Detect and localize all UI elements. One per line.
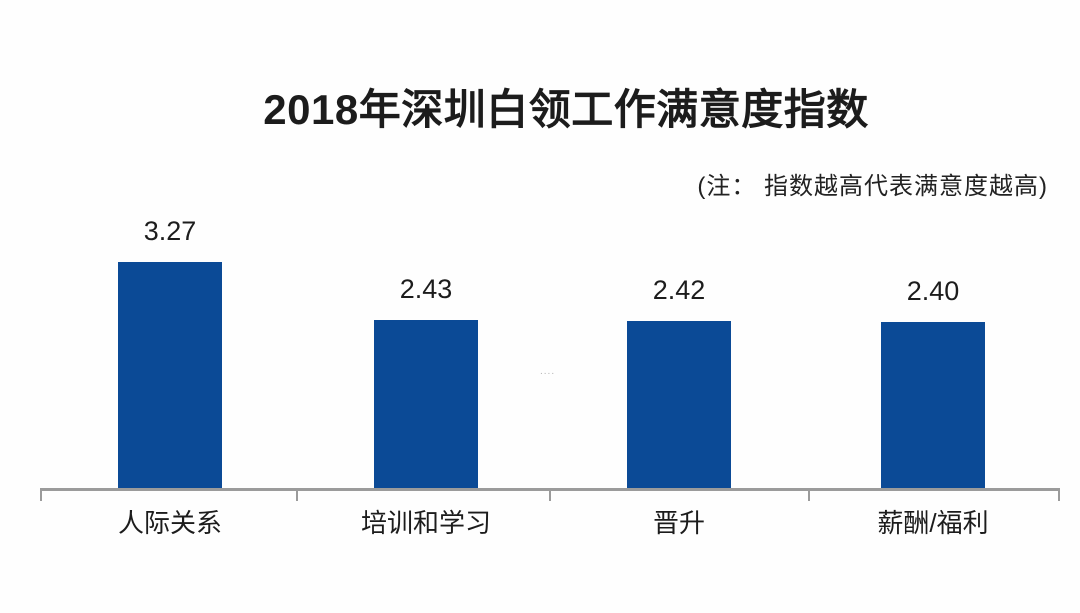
chart-note: (注： 指数越高代表满意度越高): [697, 173, 1048, 200]
bar-value-label: 2.42: [652, 275, 706, 305]
bar-value-label: 2.43: [399, 274, 453, 304]
bar-group: 2.42: [627, 275, 731, 489]
bar-group: 3.27: [118, 216, 222, 489]
bar-value-label: 2.40: [906, 276, 960, 306]
bar: [118, 262, 222, 489]
x-axis-tick: [296, 489, 298, 501]
x-axis-tick: [808, 489, 810, 501]
x-axis-tick: [549, 489, 551, 501]
category-label: 薪酬/福利: [877, 508, 989, 538]
category-label: 晋升: [652, 508, 705, 538]
bar: [881, 322, 985, 489]
bar-value-label: 3.27: [143, 216, 197, 246]
bar: [627, 321, 731, 489]
bar-group: 2.43: [374, 274, 478, 489]
x-axis-tick: [1058, 489, 1060, 501]
category-label: 人际关系: [117, 508, 222, 538]
chart-title: 2018年深圳白领工作满意度指数: [263, 86, 869, 133]
category-label: 培训和学习: [360, 508, 491, 538]
bar-group: 2.40: [881, 276, 985, 489]
watermark-dots: ....: [540, 366, 556, 377]
bar: [374, 320, 478, 489]
x-axis-tick: [40, 489, 42, 501]
